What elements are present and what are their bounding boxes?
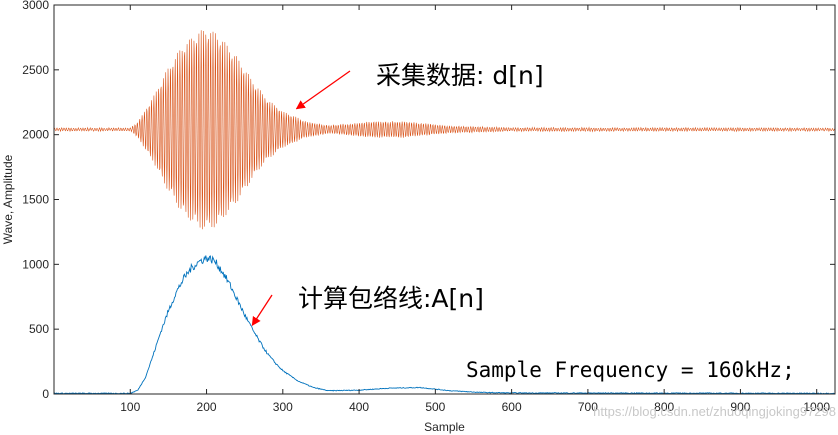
x-axis-label: Sample xyxy=(424,420,465,434)
x-tick-label: 400 xyxy=(349,400,369,414)
y-tick-label: 500 xyxy=(29,322,49,336)
y-axis-ticks: 0 500 1000 1500 2000 2500 3000 xyxy=(22,0,835,401)
annotation-envelope: 计算包络线:A[n] xyxy=(298,284,484,313)
x-tick-label: 900 xyxy=(730,400,750,414)
y-tick-label: 2000 xyxy=(22,128,49,142)
annotation-arrow-envelope xyxy=(251,294,273,327)
x-tick-label: 500 xyxy=(425,400,445,414)
annotation-sample-frequency: Sample Frequency = 160kHz; xyxy=(466,358,795,382)
annotation-raw-data: 采集数据: d[n] xyxy=(376,61,544,90)
x-tick-label: 600 xyxy=(502,400,522,414)
y-tick-label: 3000 xyxy=(22,0,49,12)
x-tick-label: 1000 xyxy=(803,400,830,414)
watermark-text: https://blog.csdn.net/zhuoqingjoking9729… xyxy=(593,404,836,419)
y-tick-label: 1000 xyxy=(22,257,49,271)
x-tick-label: 800 xyxy=(654,400,674,414)
y-tick-label: 1500 xyxy=(22,193,49,207)
y-tick-label: 0 xyxy=(42,387,49,401)
x-tick-label: 300 xyxy=(273,400,293,414)
series-line-1 xyxy=(53,255,836,395)
x-tick-label: 200 xyxy=(197,400,217,414)
x-tick-label: 100 xyxy=(120,400,140,414)
annotation-arrow-raw-data xyxy=(295,70,351,110)
y-tick-label: 2500 xyxy=(22,63,49,77)
series-layer xyxy=(53,30,836,395)
x-tick-label: 700 xyxy=(578,400,598,414)
series-line-0 xyxy=(53,30,836,230)
annotation-layer: 采集数据: d[n] 计算包络线:A[n] Sample Frequency =… xyxy=(251,61,795,382)
x-axis-ticks: 100 200 300 400 500 600 700 800 900 1000 xyxy=(120,5,830,414)
y-axis-label: Wave, Amplitude xyxy=(1,154,15,244)
